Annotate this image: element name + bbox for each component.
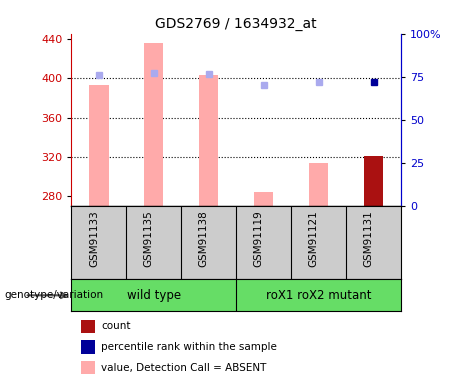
Text: percentile rank within the sample: percentile rank within the sample [101, 342, 277, 352]
Bar [199, 75, 219, 206]
Text: genotype/variation: genotype/variation [5, 290, 104, 300]
Title: GDS2769 / 1634932_at: GDS2769 / 1634932_at [155, 17, 317, 32]
Bar [89, 85, 108, 206]
Text: GSM91138: GSM91138 [199, 210, 209, 267]
Text: GSM91135: GSM91135 [144, 210, 154, 267]
Text: GSM91119: GSM91119 [254, 210, 264, 267]
Text: roX1 roX2 mutant: roX1 roX2 mutant [266, 289, 372, 302]
Text: wild type: wild type [127, 289, 181, 302]
Text: count: count [101, 321, 130, 331]
Bar [144, 43, 164, 206]
Text: value, Detection Call = ABSENT: value, Detection Call = ABSENT [101, 363, 266, 372]
Text: GSM91131: GSM91131 [364, 210, 373, 267]
Text: GSM91133: GSM91133 [89, 210, 99, 267]
Text: GSM91121: GSM91121 [309, 210, 319, 267]
Bar [254, 192, 273, 206]
Bar [309, 163, 328, 206]
Bar [364, 156, 383, 206]
